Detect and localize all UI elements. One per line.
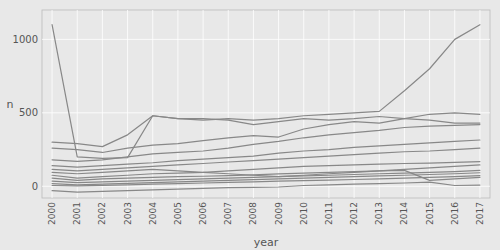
x-tick-label: 2003 <box>123 202 133 225</box>
lines <box>52 25 480 192</box>
x-tick-label: 2016 <box>450 202 460 225</box>
plot-frame <box>42 10 490 198</box>
x-tick-label: 2010 <box>299 202 309 225</box>
grid <box>42 10 490 198</box>
x-tick-label: 2012 <box>349 202 359 225</box>
y-axis-label: n <box>7 98 14 111</box>
background <box>0 0 500 250</box>
grid-line-x <box>328 10 329 198</box>
x-tick-label: 2000 <box>47 202 57 225</box>
x-tick-label: 2011 <box>324 202 334 225</box>
grid-line-y <box>42 186 490 187</box>
series-line <box>52 125 480 162</box>
series-line <box>52 148 480 171</box>
chart: 2000 2001 2002 2003 2004 2005 2006 2007 2008 2009… <box>0 0 500 250</box>
x-tick-label: 2006 <box>198 202 208 225</box>
x-tick-label: 2014 <box>399 202 409 225</box>
series-line <box>52 170 480 182</box>
x-tick-label: 2015 <box>425 202 435 225</box>
series-line <box>52 25 480 159</box>
x-tick-label: 2008 <box>248 202 258 225</box>
grid-line-x <box>278 10 279 198</box>
series-line <box>52 113 480 153</box>
grid-line-x <box>127 10 128 198</box>
grid-line-x <box>203 10 204 198</box>
series-line <box>52 176 480 186</box>
grid-line-x <box>177 10 178 198</box>
series-line <box>52 182 480 192</box>
grid-line-y <box>42 112 490 113</box>
x-tick-label: 2005 <box>173 202 183 225</box>
x-tick-label: 2004 <box>148 202 158 225</box>
y-tick-label: 1000 <box>13 34 38 45</box>
grid-line-x <box>303 10 304 198</box>
x-tick-label: 2002 <box>97 202 107 225</box>
grid-line-x <box>454 10 455 198</box>
x-tick-label: 2017 <box>475 202 485 225</box>
axes: 2000 2001 2002 2003 2004 2005 2006 2007 2008 2009… <box>13 34 485 225</box>
x-tick-label: 2013 <box>374 202 384 225</box>
grid-line-x <box>429 10 430 198</box>
grid-line-x <box>228 10 229 198</box>
grid-line-x <box>379 10 380 198</box>
series-line <box>52 116 480 147</box>
x-tick-label: 2009 <box>274 202 284 225</box>
grid-line-x <box>77 10 78 198</box>
series-line <box>52 162 480 179</box>
x-tick-label: 2001 <box>72 202 82 225</box>
grid-line-y <box>42 39 490 40</box>
y-tick-label: 500 <box>19 107 38 118</box>
y-tick-label: 0 <box>32 181 38 192</box>
x-tick-label: 2007 <box>223 202 233 225</box>
grid-line-x <box>354 10 355 198</box>
x-axis-label: year <box>254 236 279 249</box>
